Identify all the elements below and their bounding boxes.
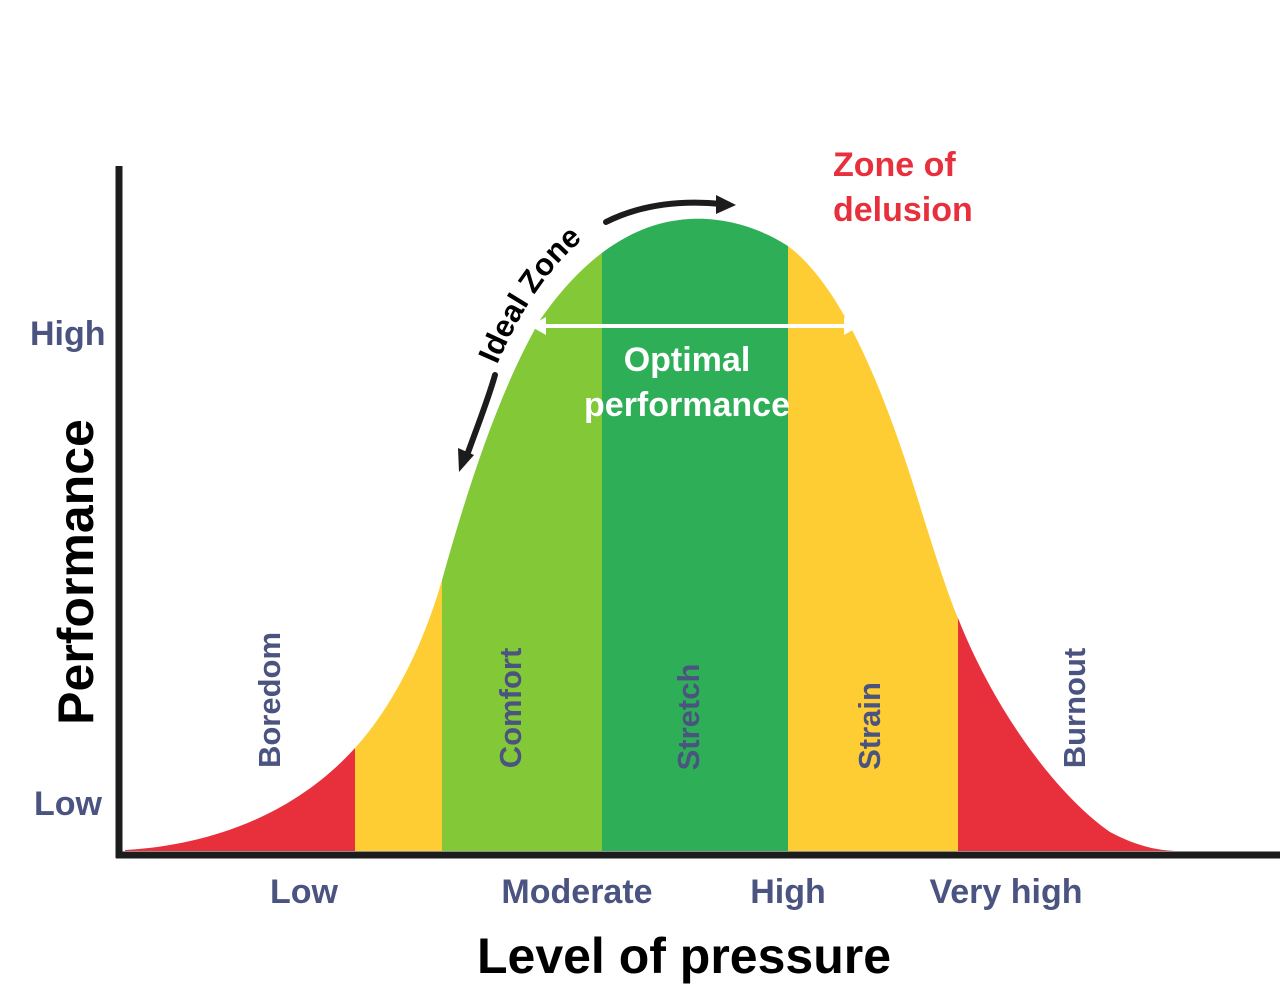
x-axis-title: Level of pressure [477, 928, 891, 984]
x-tick-moderate: Moderate [501, 873, 652, 911]
zone-label-burnout: Burnout [1057, 648, 1092, 769]
delusion-label-line1: Zone of [833, 146, 956, 184]
zone-label-strain: Strain [852, 682, 887, 770]
zone-label-stretch: Stretch [671, 664, 706, 771]
zone-label-boredom: Boredom [252, 632, 287, 768]
y-tick-low: Low [34, 785, 103, 823]
x-tick-low: Low [270, 873, 339, 911]
x-tick-high: High [750, 873, 826, 911]
zone-band-transition [355, 218, 442, 851]
ideal-zone-arrow [458, 195, 736, 472]
zone-label-comfort: Comfort [493, 648, 528, 769]
x-tick-very-high: Very high [929, 873, 1082, 911]
optimal-label-line2: performance [584, 386, 790, 424]
y-axis-title: Performance [48, 419, 104, 725]
optimal-arrow [530, 317, 860, 335]
optimal-label-line1: Optimal [624, 341, 751, 379]
y-tick-high: High [30, 315, 106, 353]
delusion-label-line2: delusion [833, 191, 973, 229]
zone-band-boredom [125, 218, 355, 851]
